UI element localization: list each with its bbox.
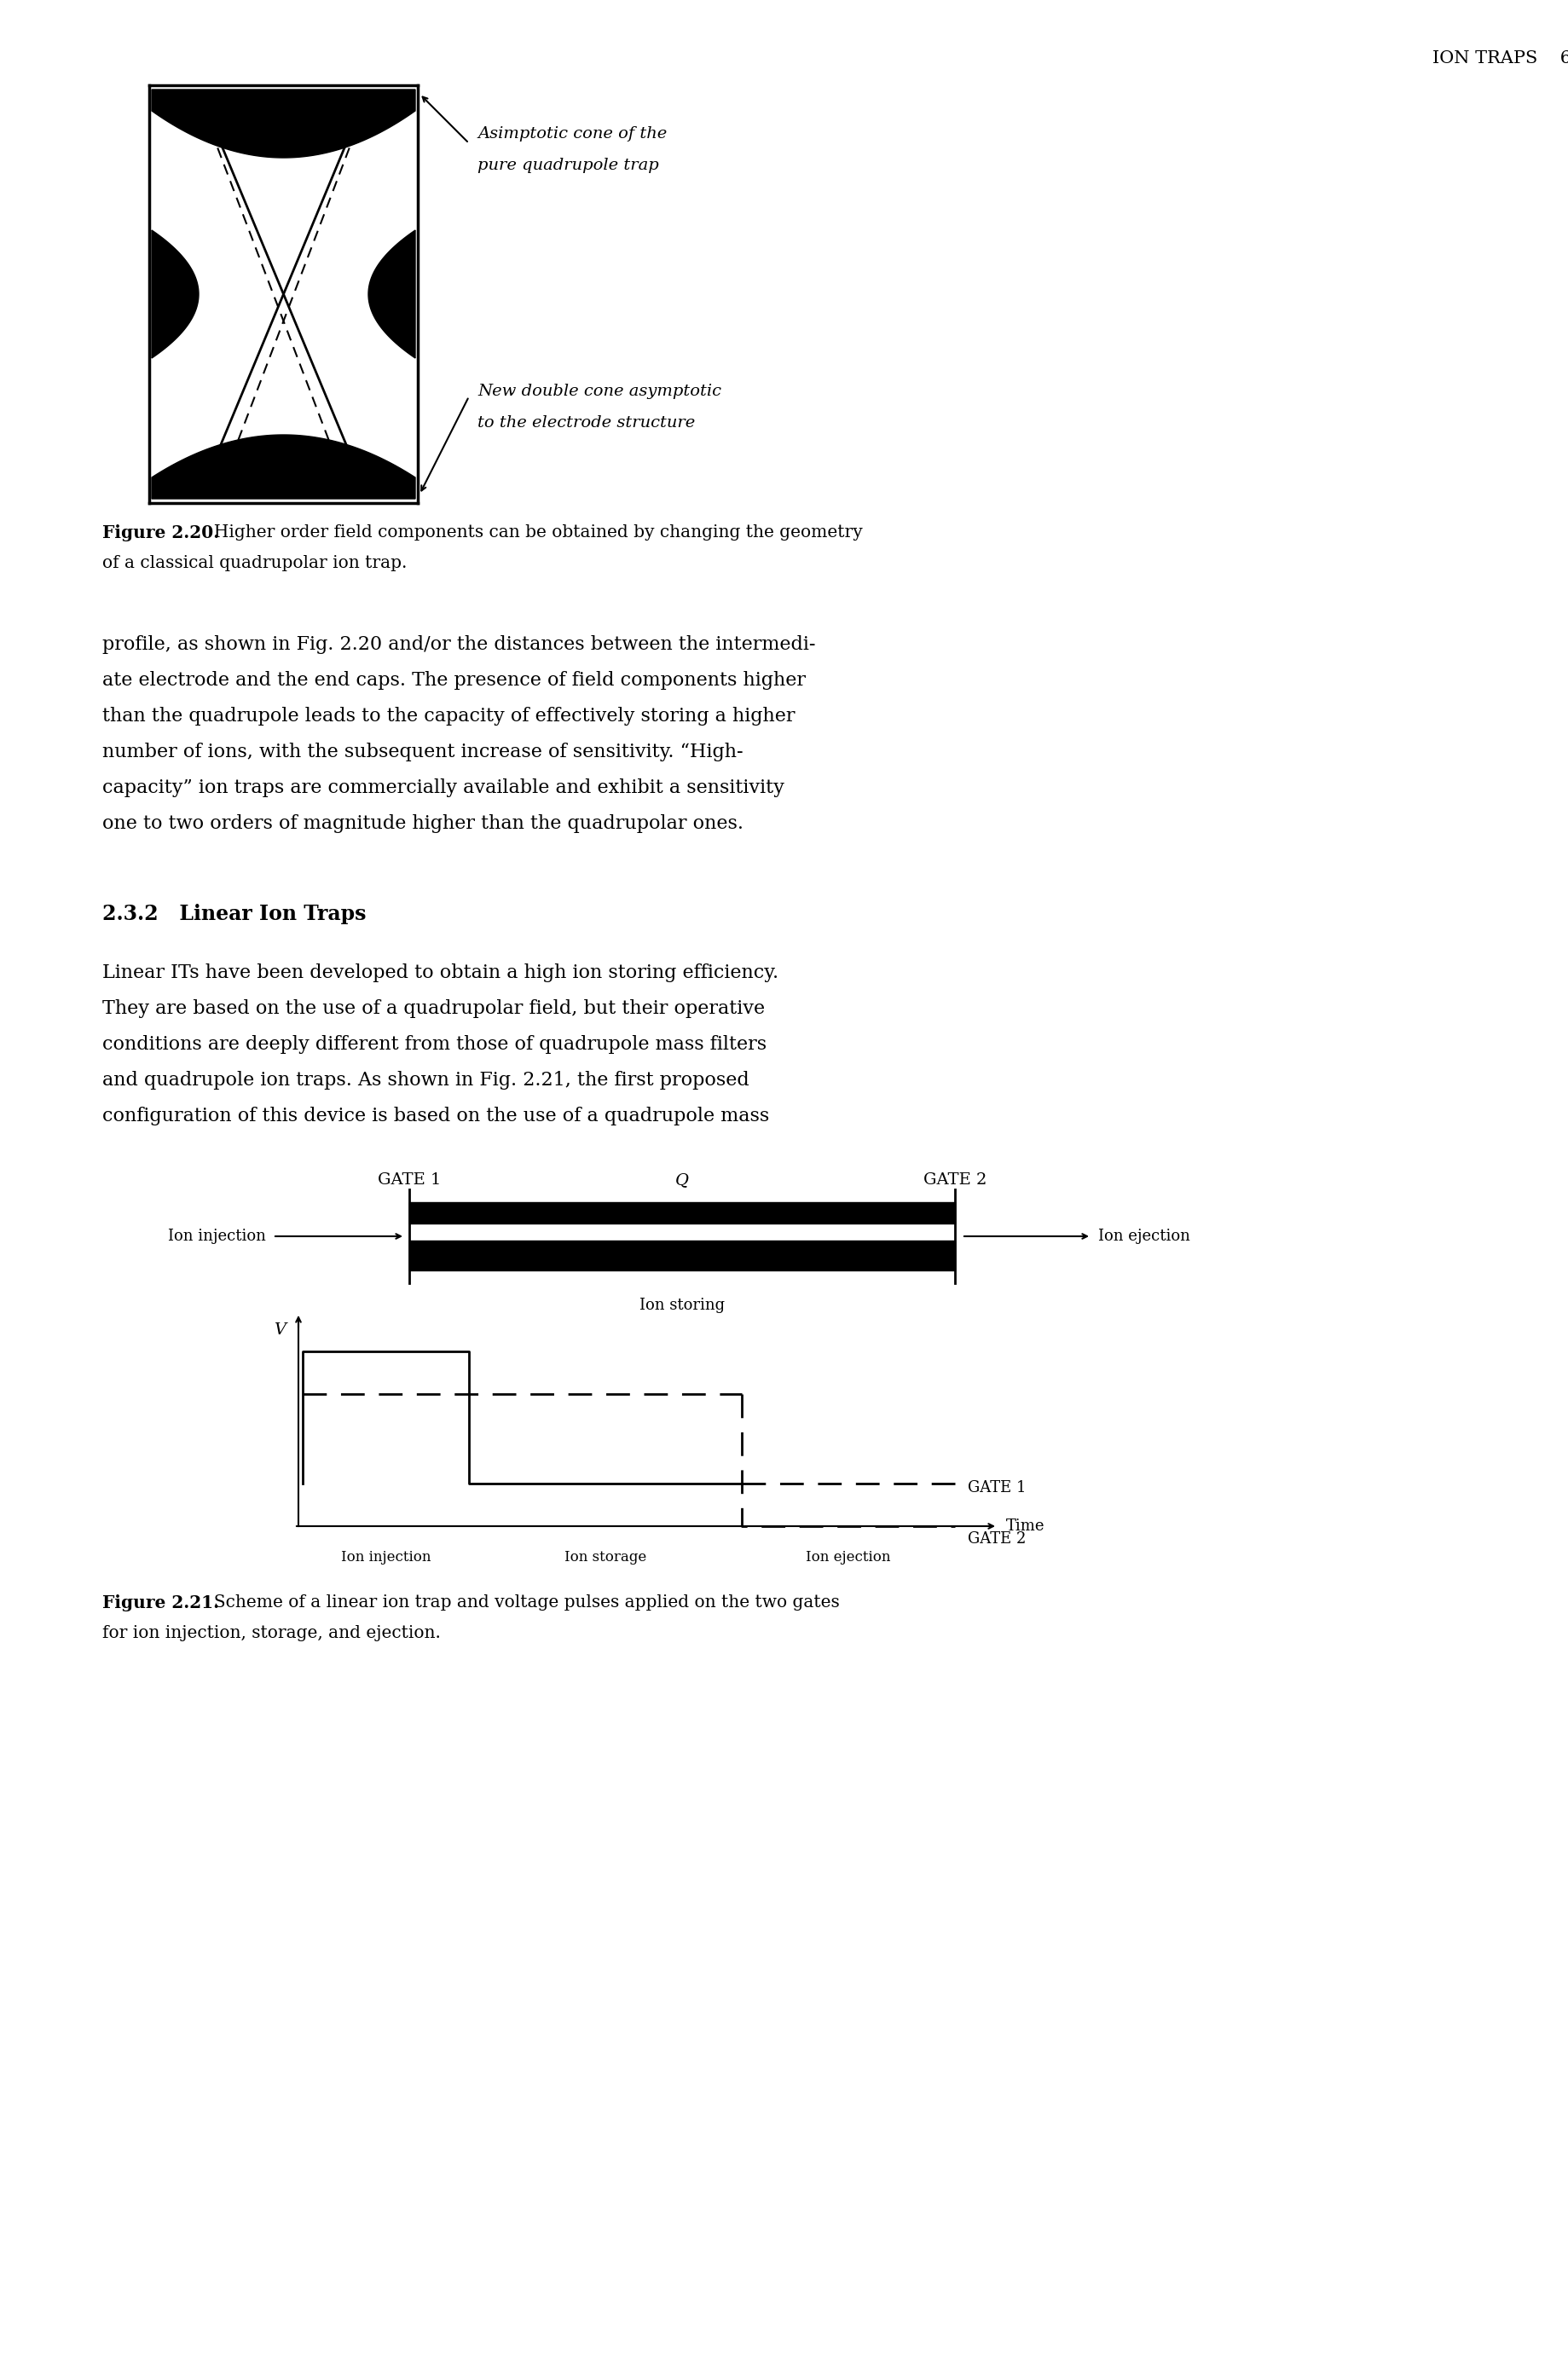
Text: for ion injection, storage, and ejection.: for ion injection, storage, and ejection… — [102, 1625, 441, 1642]
Text: GATE 2: GATE 2 — [922, 1171, 986, 1188]
Text: GATE 2: GATE 2 — [967, 1531, 1025, 1547]
Text: number of ions, with the subsequent increase of sensitivity. “High-: number of ions, with the subsequent incr… — [102, 743, 743, 762]
Text: to the electrode structure: to the electrode structure — [477, 414, 695, 431]
Polygon shape — [368, 230, 416, 357]
Text: GATE 1: GATE 1 — [378, 1171, 441, 1188]
Text: conditions are deeply different from those of quadrupole mass filters: conditions are deeply different from tho… — [102, 1034, 767, 1053]
Text: Ion injection: Ion injection — [340, 1550, 431, 1564]
Text: and quadrupole ion traps. As shown in Fig. 2.21, the first proposed: and quadrupole ion traps. As shown in Fi… — [102, 1072, 750, 1091]
Text: Q: Q — [674, 1171, 688, 1188]
Text: 2.3.2   Linear Ion Traps: 2.3.2 Linear Ion Traps — [102, 904, 365, 925]
Text: Ion storage: Ion storage — [564, 1550, 646, 1564]
Text: capacity” ion traps are commercially available and exhibit a sensitivity: capacity” ion traps are commercially ava… — [102, 778, 784, 797]
Text: pure quadrupole trap: pure quadrupole trap — [477, 159, 659, 173]
Text: one to two orders of magnitude higher than the quadrupolar ones.: one to two orders of magnitude higher th… — [102, 814, 743, 833]
Text: Linear ITs have been developed to obtain a high ion storing efficiency.: Linear ITs have been developed to obtain… — [102, 963, 778, 982]
Text: Time: Time — [1005, 1519, 1044, 1533]
Text: of a classical quadrupolar ion trap.: of a classical quadrupolar ion trap. — [102, 556, 406, 570]
Text: New double cone asymptotic: New double cone asymptotic — [477, 383, 721, 400]
Text: ate electrode and the end caps. The presence of field components higher: ate electrode and the end caps. The pres… — [102, 672, 806, 691]
Text: Ion injection: Ion injection — [168, 1228, 267, 1245]
Text: than the quadrupole leads to the capacity of effectively storing a higher: than the quadrupole leads to the capacit… — [102, 707, 795, 726]
Text: They are based on the use of a quadrupolar field, but their operative: They are based on the use of a quadrupol… — [102, 998, 765, 1017]
Polygon shape — [152, 90, 416, 159]
Text: GATE 1: GATE 1 — [967, 1481, 1025, 1495]
Text: Higher order field components can be obtained by changing the geometry: Higher order field components can be obt… — [202, 525, 862, 539]
Text: Figure 2.20.: Figure 2.20. — [102, 525, 220, 542]
Text: V: V — [273, 1323, 285, 1337]
Text: profile, as shown in Fig. 2.20 and/or the distances between the intermedi-: profile, as shown in Fig. 2.20 and/or th… — [102, 634, 815, 653]
Text: configuration of this device is based on the use of a quadrupole mass: configuration of this device is based on… — [102, 1107, 768, 1126]
Text: Ion ejection: Ion ejection — [1098, 1228, 1190, 1245]
Text: ION TRAPS    63: ION TRAPS 63 — [1432, 50, 1568, 66]
Text: Figure 2.21.: Figure 2.21. — [102, 1595, 220, 1611]
Text: Ion ejection: Ion ejection — [806, 1550, 891, 1564]
Text: Asimptotic cone of the: Asimptotic cone of the — [477, 125, 666, 142]
Polygon shape — [152, 435, 416, 499]
Text: Scheme of a linear ion trap and voltage pulses applied on the two gates: Scheme of a linear ion trap and voltage … — [202, 1595, 839, 1611]
Text: Ion storing: Ion storing — [640, 1297, 724, 1313]
Polygon shape — [152, 230, 199, 357]
